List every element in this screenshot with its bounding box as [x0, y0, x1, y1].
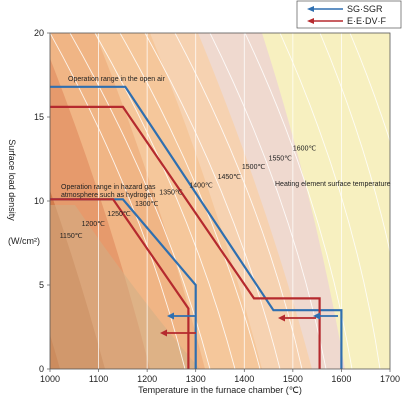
- x-tick-label: 1000: [40, 374, 60, 384]
- hazard-gas-label-line2: atmosphere such as hydrogen: [61, 192, 155, 199]
- arrow-e-e-dv-f-right-head: [278, 314, 285, 322]
- y-axis-title: Surface load density: [7, 139, 17, 221]
- isotherm-label: 1150℃: [60, 233, 83, 240]
- arrow-sg-sgr-left-head: [167, 312, 174, 320]
- y-tick-label: 0: [39, 364, 44, 374]
- isotherm-label: 1300℃: [135, 201, 159, 208]
- legend-label-e-e-dv-f: E·E·DV·F: [347, 16, 386, 26]
- heating-element-label: Heating element surface temperature: [275, 181, 391, 188]
- isotherm-curve: [389, 33, 390, 35]
- temperature-zones: [50, 33, 390, 369]
- isotherm-label: 1200℃: [82, 221, 106, 228]
- series-lines: [50, 85, 343, 369]
- x-axis-ticks: 1000 1100 1200 1300 1400 1500 1600 1700: [40, 369, 400, 384]
- legend-label-sg-sgr: SG·SGR: [347, 4, 383, 14]
- series-e-e-dv-f-line: [50, 105, 321, 369]
- x-tick-label: 1700: [380, 374, 400, 384]
- isotherm-curve: [94, 33, 236, 369]
- isotherm-curve: [50, 33, 186, 369]
- y-tick-label: 5: [39, 280, 44, 290]
- series-e-e-dv-f-line: [50, 198, 190, 369]
- isotherm-curve: [319, 33, 390, 254]
- isotherm-label: 1250℃: [107, 211, 131, 218]
- isotherm-curve: [244, 33, 353, 369]
- isotherm-curves: [50, 33, 390, 369]
- isotherm-curve: [349, 33, 390, 143]
- isotherm-curve: [209, 33, 327, 369]
- isotherm-curve: [144, 33, 281, 369]
- arrows: [160, 312, 338, 337]
- x-tick-label: 1500: [283, 374, 303, 384]
- x-tick-label: 1100: [89, 374, 108, 384]
- legend: SG·SGR E·E·DV·F: [296, 0, 402, 29]
- isotherm-label: 1600℃: [293, 146, 317, 153]
- series-sg-sgr-line: [50, 85, 343, 369]
- y-tick-label: 15: [34, 112, 44, 122]
- isotherm-curve: [279, 33, 381, 369]
- open-air-label: Operation range in the open air: [68, 76, 166, 83]
- isotherm-curve: [174, 33, 303, 369]
- isotherm-curve: [119, 33, 261, 369]
- x-tick-label: 1200: [137, 374, 157, 384]
- y-axis-ticks: 0 5 10 15 20: [34, 28, 50, 374]
- isotherm-label: 1400℃: [189, 183, 213, 190]
- y-tick-label: 20: [34, 28, 44, 38]
- hazard-gas-label-line1: Operation range in hazard gas: [61, 184, 156, 191]
- arrow-e-e-dv-f-left-head: [160, 329, 167, 337]
- legend-box: [296, 0, 402, 29]
- y-axis-unit: (W/cm²): [8, 236, 40, 246]
- hazard-gas-band: [50, 205, 200, 369]
- isotherm-label: 1500℃: [242, 164, 266, 171]
- isotherm-label: 1550℃: [269, 156, 293, 163]
- x-tick-label: 1400: [234, 374, 254, 384]
- isotherm-label: 1350℃: [159, 189, 183, 196]
- isotherm-label: 1450℃: [218, 174, 242, 181]
- arrow-sg-sgr-right-head: [313, 312, 320, 320]
- legend-arrowhead-e-e-dv-f: [307, 18, 314, 24]
- x-tick-label: 1300: [186, 374, 206, 384]
- isotherm-curve: [69, 33, 211, 369]
- x-axis-title: Temperature in the furnace chamber (℃): [138, 385, 302, 395]
- x-tick-label: 1600: [331, 374, 351, 384]
- legend-arrowhead-sg-sgr: [307, 6, 314, 12]
- y-tick-label: 10: [34, 196, 44, 206]
